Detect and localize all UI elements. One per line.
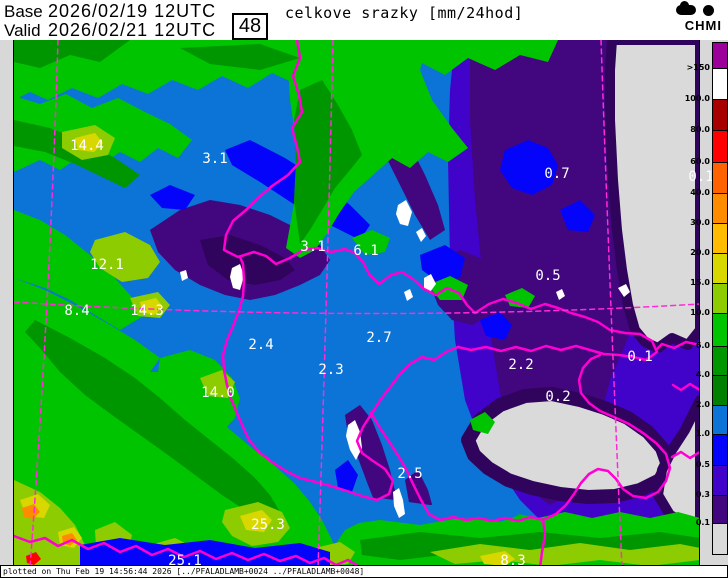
base-label: Base	[4, 2, 43, 21]
scale-segment	[713, 347, 727, 376]
scale-segment	[713, 69, 727, 100]
precipitation-map-svg	[14, 40, 699, 567]
scale-segment	[713, 100, 727, 131]
precip-region	[396, 200, 412, 226]
scale-tick-label: >150	[686, 63, 710, 72]
scale-segment	[713, 43, 727, 69]
country-border	[671, 382, 699, 392]
precip-region	[180, 44, 300, 70]
precip-region	[416, 228, 426, 242]
scale-tick-label: 4.0	[695, 370, 710, 379]
scale-tick-label: 0.5	[695, 460, 710, 469]
scale-segment	[713, 284, 727, 314]
scale-tick-label: 20.0	[690, 248, 710, 257]
precip-region	[25, 320, 280, 525]
country-border	[670, 450, 699, 460]
precip-region	[480, 312, 512, 340]
scale-segment	[713, 224, 727, 254]
base-row: Base 2026/02/19 12UTC	[4, 1, 217, 21]
footer-text: plotted on Thu Feb 19 14:56:44 2026 [../…	[3, 567, 365, 576]
logo-icons	[652, 1, 722, 17]
valid-value: 2026/02/21 12UTC	[48, 20, 217, 40]
precip-region	[430, 543, 699, 566]
precip-region	[404, 289, 413, 301]
scale-segment	[713, 163, 727, 194]
country-border	[369, 353, 672, 523]
scale-tick-label: 0.1	[695, 518, 710, 527]
scale-segment	[713, 376, 727, 406]
valid-label: Valid	[4, 21, 41, 40]
precip-region	[560, 200, 595, 232]
color-scale-bar	[712, 42, 728, 555]
scale-segment	[713, 466, 727, 496]
precip-region	[556, 289, 565, 300]
scale-segment	[713, 314, 727, 347]
precip-region	[420, 245, 465, 282]
graticule-line	[14, 301, 699, 315]
footer: plotted on Thu Feb 19 14:56:44 2026 [../…	[0, 565, 728, 578]
country-border	[221, 40, 659, 502]
scale-tick-label: 1.0	[695, 429, 710, 438]
precip-region	[240, 510, 272, 532]
header: Base 2026/02/19 12UTC Valid 2026/02/21 12U…	[0, 0, 728, 40]
scale-segment	[713, 524, 727, 554]
graticule-line	[317, 40, 334, 567]
scale-tick-label: 40.0	[690, 188, 710, 197]
country-border	[14, 534, 360, 567]
scale-tick-label: 60.0	[690, 157, 710, 166]
precip-region	[14, 210, 145, 330]
precip-region	[75, 133, 103, 152]
country-border	[654, 340, 699, 352]
precip-region	[500, 140, 558, 195]
scale-tick-label: 10.0	[690, 308, 710, 317]
scale-tick-label: 15.0	[690, 278, 710, 287]
graticule-line	[600, 40, 623, 567]
scale-segment	[713, 406, 727, 435]
scale-segment	[713, 435, 727, 466]
sun-icon	[703, 5, 714, 16]
base-value: 2026/02/19 12UTC	[48, 1, 217, 21]
scale-segment	[713, 131, 727, 163]
graticule-line	[29, 40, 59, 567]
scale-segment	[713, 496, 727, 524]
scale-tick-label: 100.0	[684, 94, 710, 103]
product-title: celkove srazky [mm/24hod]	[285, 4, 524, 22]
precipitation-map	[13, 39, 700, 568]
cloud-icon	[676, 1, 696, 15]
precip-region	[294, 80, 362, 244]
precip-region	[335, 460, 358, 492]
precip-region	[346, 420, 362, 460]
precip-region	[150, 185, 195, 210]
precip-region	[618, 284, 630, 297]
precip-region	[14, 40, 130, 68]
precip-region	[352, 230, 390, 255]
precip-region	[90, 232, 160, 282]
precip-region	[393, 488, 405, 518]
scale-tick-label: 0.3	[695, 490, 710, 499]
valid-row: Valid 2026/02/21 12UTC	[4, 20, 217, 40]
precip-region	[230, 264, 244, 290]
precip-region	[22, 504, 40, 519]
precip-region	[158, 350, 240, 432]
precip-region	[480, 551, 515, 566]
chmi-logo-text: CHMI	[684, 18, 722, 33]
forecast-step-badge: 48	[232, 13, 268, 40]
scale-segment	[713, 194, 727, 224]
scale-segment	[713, 254, 727, 284]
precip-region	[180, 270, 188, 281]
precip-region	[605, 40, 699, 353]
chmi-logo: CHMI	[652, 1, 722, 33]
scale-tick-label: 6.0	[695, 341, 710, 350]
scale-tick-label: 30.0	[690, 218, 710, 227]
precip-region	[470, 412, 495, 434]
scale-tick-label: 2.0	[695, 400, 710, 409]
country-border	[538, 518, 547, 567]
precip-region	[140, 298, 163, 315]
scale-tick-label: 80.0	[690, 125, 710, 134]
precip-region	[424, 274, 436, 292]
